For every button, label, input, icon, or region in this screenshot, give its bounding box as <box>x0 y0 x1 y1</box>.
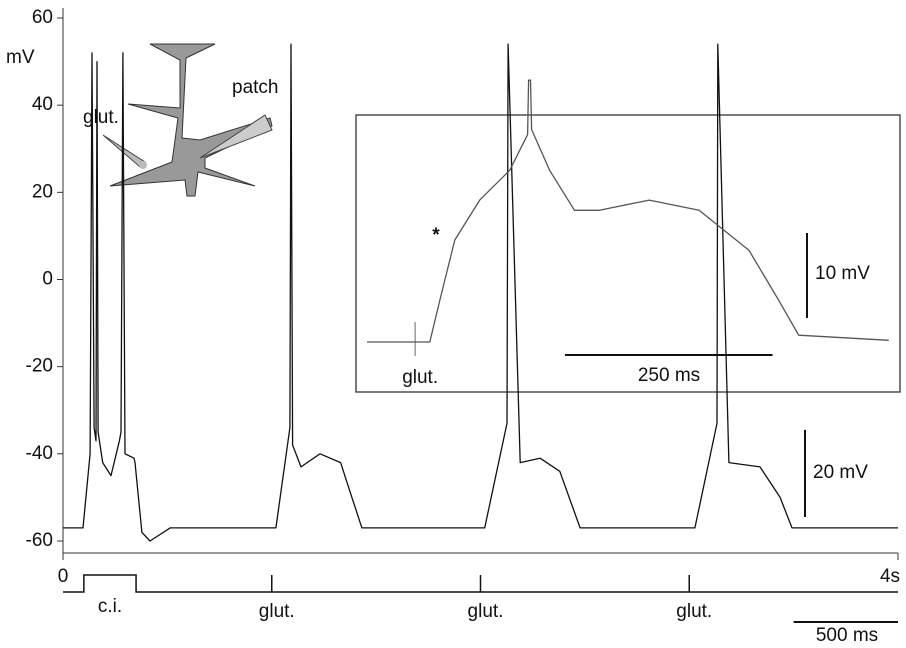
y-tick-label: 60 <box>32 7 53 28</box>
trace <box>63 43 898 542</box>
schematic-label: patch <box>232 77 278 98</box>
x-tick-label: 0 <box>58 566 69 587</box>
stimulus-line <box>63 574 898 593</box>
scale-bar-label: 20 mV <box>813 462 868 483</box>
scale-bar-label: 250 ms <box>638 365 700 386</box>
y-tick-label: -20 <box>26 356 53 377</box>
scale-bar-label: 10 mV <box>815 263 870 284</box>
schematic-label: glut. <box>83 107 119 128</box>
trace <box>367 79 889 343</box>
glut-label: glut. <box>468 601 504 622</box>
y-tick-label: -40 <box>26 443 53 464</box>
scale-bar-label: 500 ms <box>816 625 878 643</box>
y-tick-label: -60 <box>26 530 53 551</box>
glut-label: glut. <box>259 601 295 622</box>
neuron-schematic: glut. patch <box>83 43 278 197</box>
y-tick-label: 20 <box>32 181 53 202</box>
y-axis-label: mV <box>6 47 35 68</box>
annotation: * <box>432 225 440 246</box>
glut-label: glut. <box>676 601 712 622</box>
x-tick-label: 4s <box>880 566 900 587</box>
glut-label: glut. <box>402 367 438 388</box>
y-tick-label: 40 <box>32 94 53 115</box>
stimulus-label: c.i. <box>98 596 122 617</box>
inset-frame <box>355 114 901 393</box>
y-tick-label: 0 <box>42 269 53 290</box>
